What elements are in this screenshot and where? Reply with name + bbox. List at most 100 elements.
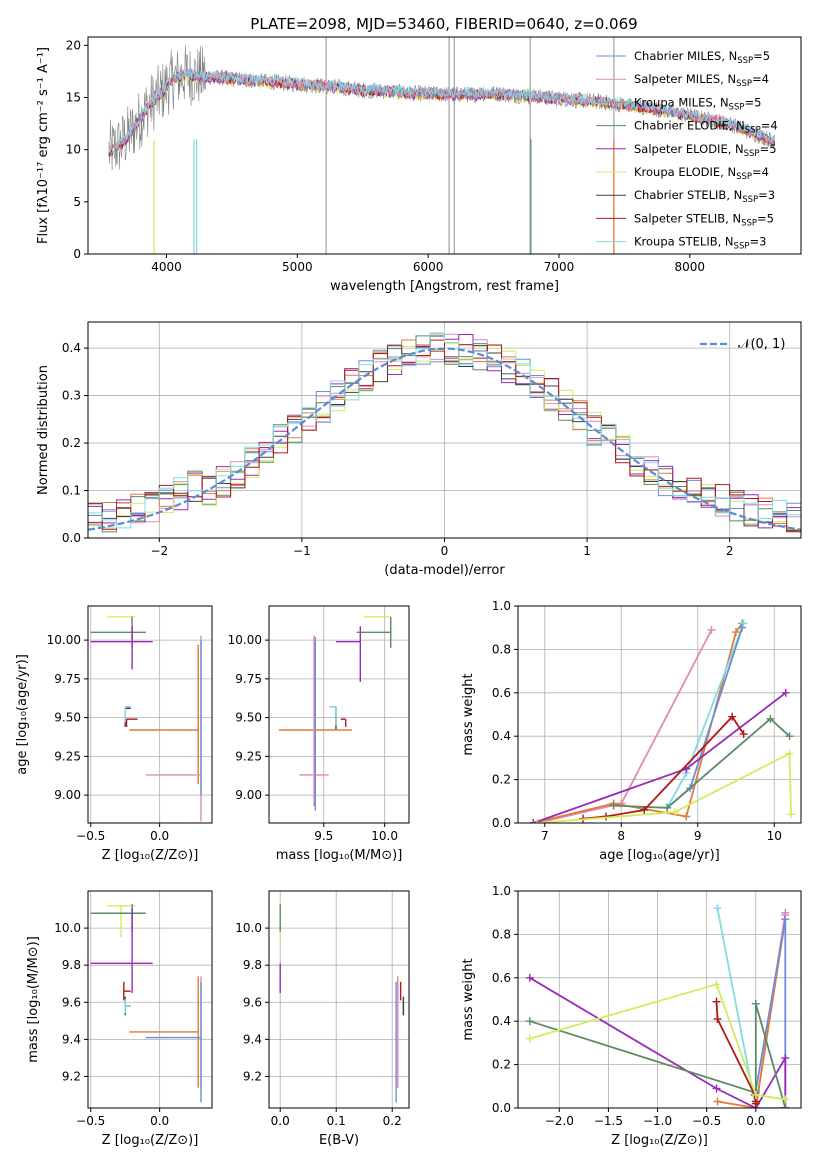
- y-tick-label: 1.0: [492, 599, 511, 613]
- weight-marker-salpeter_stelib: [712, 997, 721, 1006]
- x-axis-label: E(B-V): [319, 1133, 359, 1148]
- x-tick-label: 0: [441, 544, 449, 558]
- weight-marker-salpeter_stelib: [728, 712, 737, 721]
- mass-vs-metallicity-panel: −0.5 0.0 9.2 9.4 9.6 9.8 10.0 Z [log₁₀(Z/Z⊙)] ma…: [26, 890, 213, 1148]
- y-axis-label: age [log₁₀(age/yr)]: [15, 654, 30, 775]
- y-tick-label: 9.6: [243, 995, 262, 1009]
- legend-count: =5: [760, 142, 777, 156]
- axes-frame: [87, 890, 213, 1109]
- plot-area: [269, 606, 409, 823]
- x-axis-label: Z [log₁₀(Z/Z⊙)]: [102, 848, 199, 863]
- weight-marker-chabrier_elodie: [751, 999, 760, 1008]
- legend-text: Chabrier STELIB, N: [634, 188, 742, 202]
- data-layer: [90, 616, 202, 822]
- weight-marker-salpeter_elodie: [712, 1084, 721, 1093]
- weight-line-salpeter_elodie: [529, 977, 787, 1108]
- y-tick-label: 10.00: [228, 633, 262, 647]
- weight-line-kroupa_elodie: [537, 752, 792, 823]
- data-layer: [108, 37, 776, 254]
- x-tick-label: 8: [617, 829, 625, 843]
- x-tick-label: 9.5: [314, 829, 333, 843]
- x-tick-label: 7000: [544, 260, 575, 274]
- legend-entry-salpeter_miles: Salpeter MILES, NSSP=4: [634, 72, 769, 89]
- legend-count: =4: [752, 165, 769, 179]
- x-tick-label: 0.2: [383, 1114, 402, 1128]
- legend-entry-chabrier_elodie: Chabrier ELODIE, NSSP=4: [634, 119, 778, 136]
- weight-marker-salpeter_elodie: [781, 1054, 790, 1063]
- y-tick-label: 0.8: [492, 642, 511, 656]
- y-tick-label: 9.4: [243, 1032, 262, 1046]
- x-tick-label: −1: [293, 544, 311, 558]
- legend-subscript: SSP: [737, 56, 753, 66]
- legend-entry-kroupa_stelib: Kroupa STELIB, NSSP=3: [634, 235, 766, 252]
- legend-subscript: SSP: [745, 126, 761, 136]
- weight-marker-kroupa_stelib: [713, 904, 722, 913]
- y-tick-label: 9.00: [54, 788, 81, 802]
- x-tick-label: −1.5: [594, 1114, 623, 1128]
- y-tick-label: 10: [66, 143, 81, 157]
- x-tick-label: 7: [541, 829, 549, 843]
- x-tick-label: 1: [583, 544, 591, 558]
- weight-marker-chabrier_elodie: [766, 714, 775, 723]
- legend-text: Kroupa ELODIE, N: [634, 165, 736, 179]
- legend-entry-chabrier_miles: Chabrier MILES, NSSP=5: [634, 49, 770, 66]
- x-tick-label: 0.0: [746, 1114, 765, 1128]
- weight-marker-salpeter_elodie: [781, 688, 790, 697]
- y-tick-label: 5: [73, 195, 81, 209]
- model-spectrum-chabrier_miles: [108, 67, 776, 154]
- weight-marker-chabrier_elodie: [785, 732, 794, 741]
- y-tick-label: 9.4: [62, 1032, 81, 1046]
- x-axis-label: Z [log₁₀(Z/Z⊙)]: [611, 1133, 708, 1148]
- x-tick-label: 0.0: [271, 1114, 290, 1128]
- x-tick-label: 0.0: [150, 829, 169, 843]
- axes-frame: [87, 605, 213, 824]
- axes-frame: [87, 36, 802, 255]
- y-tick-label: 9.8: [243, 958, 262, 972]
- spectrum-panel: 4000 5000 6000 7000 8000 0 5 10 15 20 wavelength […: [36, 36, 802, 294]
- y-tick-label: 0.0: [62, 531, 81, 545]
- weight-marker-chabrier_elodie: [781, 1104, 790, 1108]
- y-tick-label: 0: [73, 247, 81, 261]
- weight-marker-salpeter_elodie: [529, 819, 538, 823]
- weight-marker-salpeter_stelib: [739, 730, 748, 739]
- x-tick-label: 6000: [413, 260, 444, 274]
- weight-marker-salpeter_stelib: [640, 805, 649, 814]
- y-tick-label: 0.2: [62, 436, 81, 450]
- legend-subscript: SSP: [744, 149, 760, 159]
- plot-area: [269, 891, 409, 1108]
- axes-frame: [517, 605, 802, 824]
- weight-marker-kroupa_elodie: [787, 810, 796, 819]
- legend-subscript: SSP: [741, 218, 757, 228]
- weight-marker-kroupa_elodie: [525, 1034, 534, 1043]
- plot-area: [88, 891, 212, 1108]
- x-axis-label: wavelength [Angstrom, rest frame]: [330, 279, 559, 294]
- y-tick-label: 0.0: [492, 816, 511, 830]
- legend-text: Chabrier ELODIE, N: [634, 119, 745, 133]
- legend-subscript: SSP: [742, 195, 758, 205]
- y-tick-label: 0.4: [62, 341, 81, 355]
- legend-entry-kroupa_miles: Kroupa MILES, NSSP=5: [634, 95, 761, 112]
- x-tick-label: −0.5: [76, 829, 105, 843]
- y-axis-label: mass weight: [461, 958, 476, 1040]
- y-tick-label: 9.00: [235, 788, 262, 802]
- legend-entry-kroupa_elodie: Kroupa ELODIE, NSSP=4: [634, 165, 769, 182]
- x-tick-label: 8000: [675, 260, 706, 274]
- y-tick-label: 10.0: [54, 921, 81, 935]
- x-tick-label: 4000: [151, 260, 182, 274]
- legend-entry-salpeter_elodie: Salpeter ELODIE, NSSP=5: [634, 142, 777, 159]
- weight-marker-kroupa_elodie: [751, 1090, 760, 1099]
- data-layer: [525, 904, 790, 1108]
- y-tick-label: 0.6: [492, 971, 511, 985]
- y-tick-label: 10.0: [235, 921, 262, 935]
- x-axis-label: age [log₁₀(age/yr)]: [599, 848, 720, 863]
- legend-subscript: SSP: [736, 79, 752, 89]
- age-vs-metallicity-panel: −0.5 0.0 9.00 9.25 9.50 9.75 10.00 Z [log₁₀(Z/Z…: [15, 605, 213, 863]
- y-tick-label: 9.75: [54, 672, 81, 686]
- residuals-panel: −2 −1 0 1 2 0.0 0.1 0.2 0.3 0.4 (data-model)/error…: [36, 321, 802, 578]
- x-tick-label: 2: [726, 544, 734, 558]
- legend-entry-chabrier_stelib: Chabrier STELIB, NSSP=3: [634, 188, 775, 205]
- weight-marker-salpeter_elodie: [525, 973, 534, 982]
- weight-line-chabrier_elodie: [529, 1003, 787, 1108]
- weight-marker-salpeter_miles: [707, 625, 716, 634]
